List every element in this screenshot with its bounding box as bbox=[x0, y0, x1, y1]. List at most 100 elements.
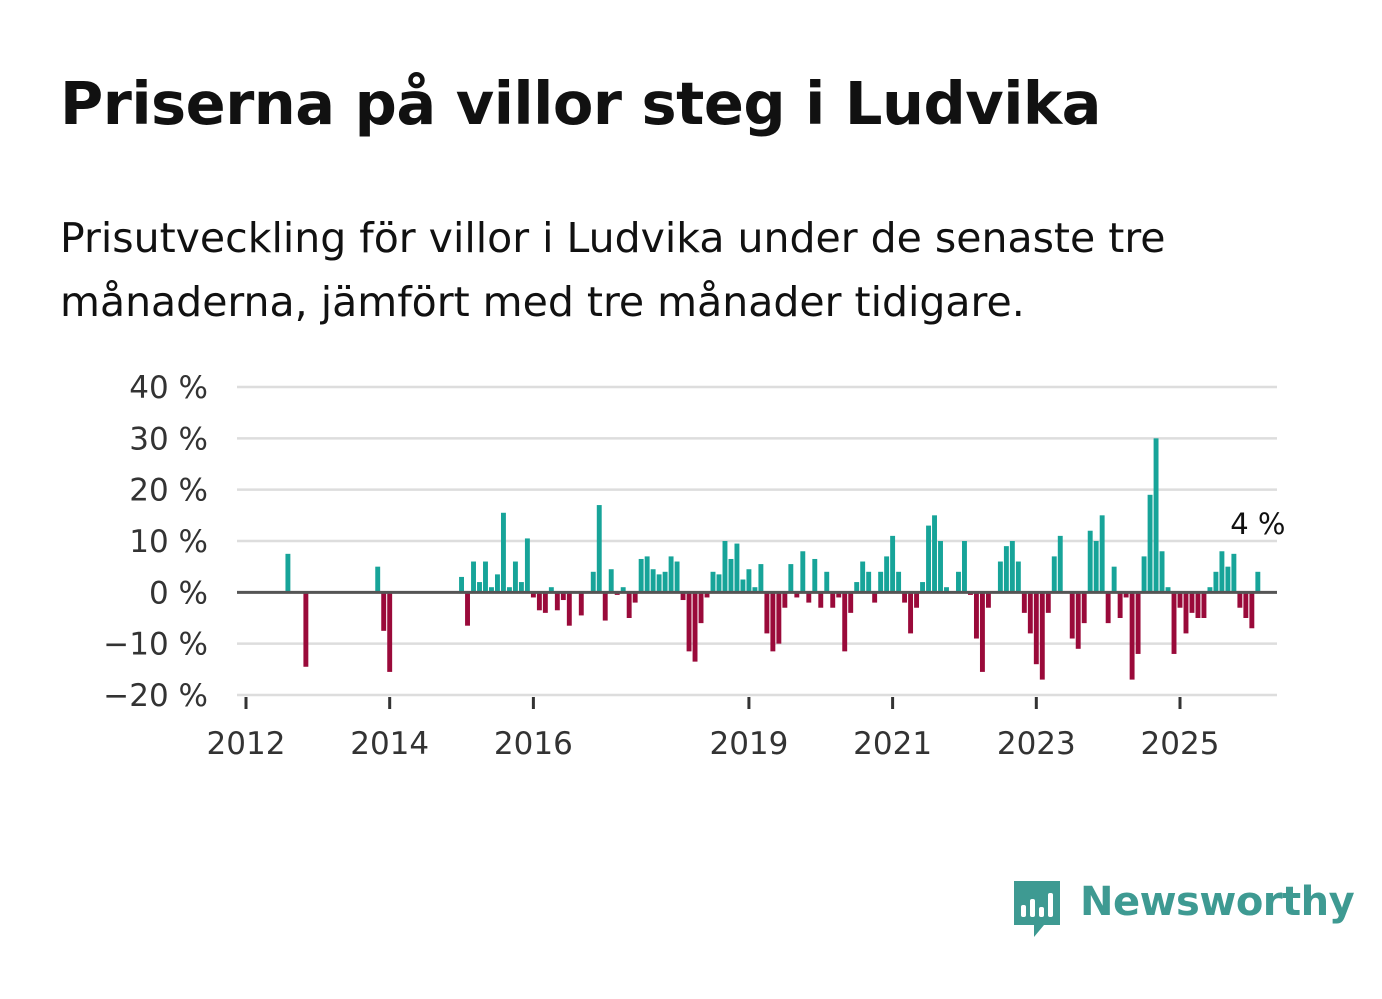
bar bbox=[860, 561, 866, 593]
bar bbox=[1225, 566, 1231, 593]
y-tick-label: 0 % bbox=[149, 575, 208, 611]
bar bbox=[1189, 592, 1195, 613]
bar bbox=[477, 582, 482, 593]
bar bbox=[1117, 592, 1123, 618]
bar bbox=[979, 592, 985, 672]
x-tick-label: 2014 bbox=[350, 726, 429, 762]
x-tick-label: 2025 bbox=[1141, 726, 1220, 762]
bar bbox=[1045, 592, 1051, 613]
bar bbox=[1249, 592, 1255, 629]
bar bbox=[794, 592, 800, 598]
bar-chart: −20 %−10 %0 %10 %20 %30 %40 % 2012 2014 20… bbox=[103, 370, 1285, 762]
bar bbox=[1099, 515, 1105, 593]
bar bbox=[722, 541, 728, 593]
bar bbox=[872, 592, 878, 603]
bar bbox=[1015, 561, 1021, 593]
bar bbox=[471, 561, 476, 593]
y-tick-label: −10 % bbox=[103, 627, 208, 663]
bar bbox=[1003, 546, 1009, 593]
bar-series bbox=[285, 438, 1261, 680]
y-tick-label: 20 % bbox=[129, 473, 208, 509]
bar bbox=[902, 592, 908, 603]
bar bbox=[1087, 530, 1093, 593]
bar bbox=[1057, 535, 1063, 593]
bar bbox=[644, 556, 650, 593]
bar bbox=[1075, 592, 1081, 649]
bar bbox=[530, 592, 536, 598]
newsworthy-logo-icon bbox=[1014, 881, 1060, 937]
bar bbox=[1033, 592, 1039, 665]
bar bbox=[830, 592, 836, 608]
bar bbox=[465, 592, 470, 626]
bar bbox=[1153, 438, 1159, 593]
bar bbox=[740, 579, 746, 593]
bar bbox=[926, 525, 931, 593]
y-tick-label: 30 % bbox=[129, 421, 208, 457]
x-tick-label: 2012 bbox=[207, 726, 286, 762]
bar bbox=[512, 561, 518, 593]
bar bbox=[710, 571, 716, 593]
bar bbox=[812, 558, 818, 593]
bar bbox=[1219, 551, 1225, 593]
x-tick-label: 2016 bbox=[494, 726, 573, 762]
x-axis: 2012 2014 2016 2019 2021 2023 2025 bbox=[207, 697, 1220, 762]
bar bbox=[824, 571, 830, 593]
bar bbox=[1021, 592, 1027, 613]
x-tick-label: 2023 bbox=[997, 726, 1076, 762]
bar bbox=[1201, 592, 1207, 618]
bar bbox=[752, 587, 758, 593]
bar bbox=[758, 564, 764, 593]
bar bbox=[680, 592, 686, 601]
bar bbox=[1177, 592, 1183, 608]
bar bbox=[842, 592, 848, 652]
bar bbox=[734, 543, 740, 593]
bar bbox=[1051, 556, 1057, 593]
bar bbox=[932, 515, 937, 593]
bar bbox=[1213, 571, 1219, 593]
last-value-annotation: 4 % bbox=[1230, 507, 1285, 541]
bar bbox=[764, 592, 770, 634]
bar bbox=[1171, 592, 1177, 654]
bar bbox=[716, 574, 722, 593]
bar bbox=[866, 571, 872, 593]
bar bbox=[920, 582, 926, 593]
bar bbox=[956, 571, 961, 593]
bar bbox=[1069, 592, 1075, 639]
bar bbox=[1093, 541, 1099, 593]
brand-logo: Newsworthy bbox=[1010, 877, 1355, 941]
bar bbox=[962, 541, 967, 593]
bar bbox=[818, 592, 824, 608]
bar bbox=[1237, 592, 1243, 608]
bar bbox=[668, 556, 674, 593]
chart-subtitle: Prisutveckling för villor i Ludvika unde… bbox=[60, 214, 1166, 326]
bar bbox=[560, 592, 566, 601]
bar bbox=[638, 558, 644, 593]
bar bbox=[489, 587, 494, 593]
bar bbox=[518, 582, 524, 593]
brand-name: Newsworthy bbox=[1080, 879, 1355, 925]
bar bbox=[1123, 592, 1129, 598]
bar bbox=[692, 592, 698, 662]
bar bbox=[303, 592, 309, 667]
bar bbox=[728, 558, 734, 593]
bar bbox=[848, 592, 854, 613]
bar bbox=[381, 592, 387, 631]
bar bbox=[704, 592, 710, 598]
bar bbox=[914, 592, 920, 608]
bar bbox=[524, 538, 530, 593]
bar bbox=[854, 582, 860, 593]
bar bbox=[890, 535, 896, 593]
bar bbox=[495, 574, 500, 593]
y-tick-label: 10 % bbox=[129, 524, 208, 560]
bar bbox=[788, 564, 794, 593]
bar bbox=[459, 576, 464, 593]
bar bbox=[973, 592, 979, 639]
bar bbox=[1027, 592, 1033, 634]
bar bbox=[506, 587, 512, 593]
bar bbox=[908, 592, 914, 634]
bar bbox=[698, 592, 704, 624]
bar bbox=[800, 551, 806, 593]
bar bbox=[836, 592, 842, 598]
bar bbox=[1183, 592, 1189, 634]
bar bbox=[746, 569, 752, 593]
